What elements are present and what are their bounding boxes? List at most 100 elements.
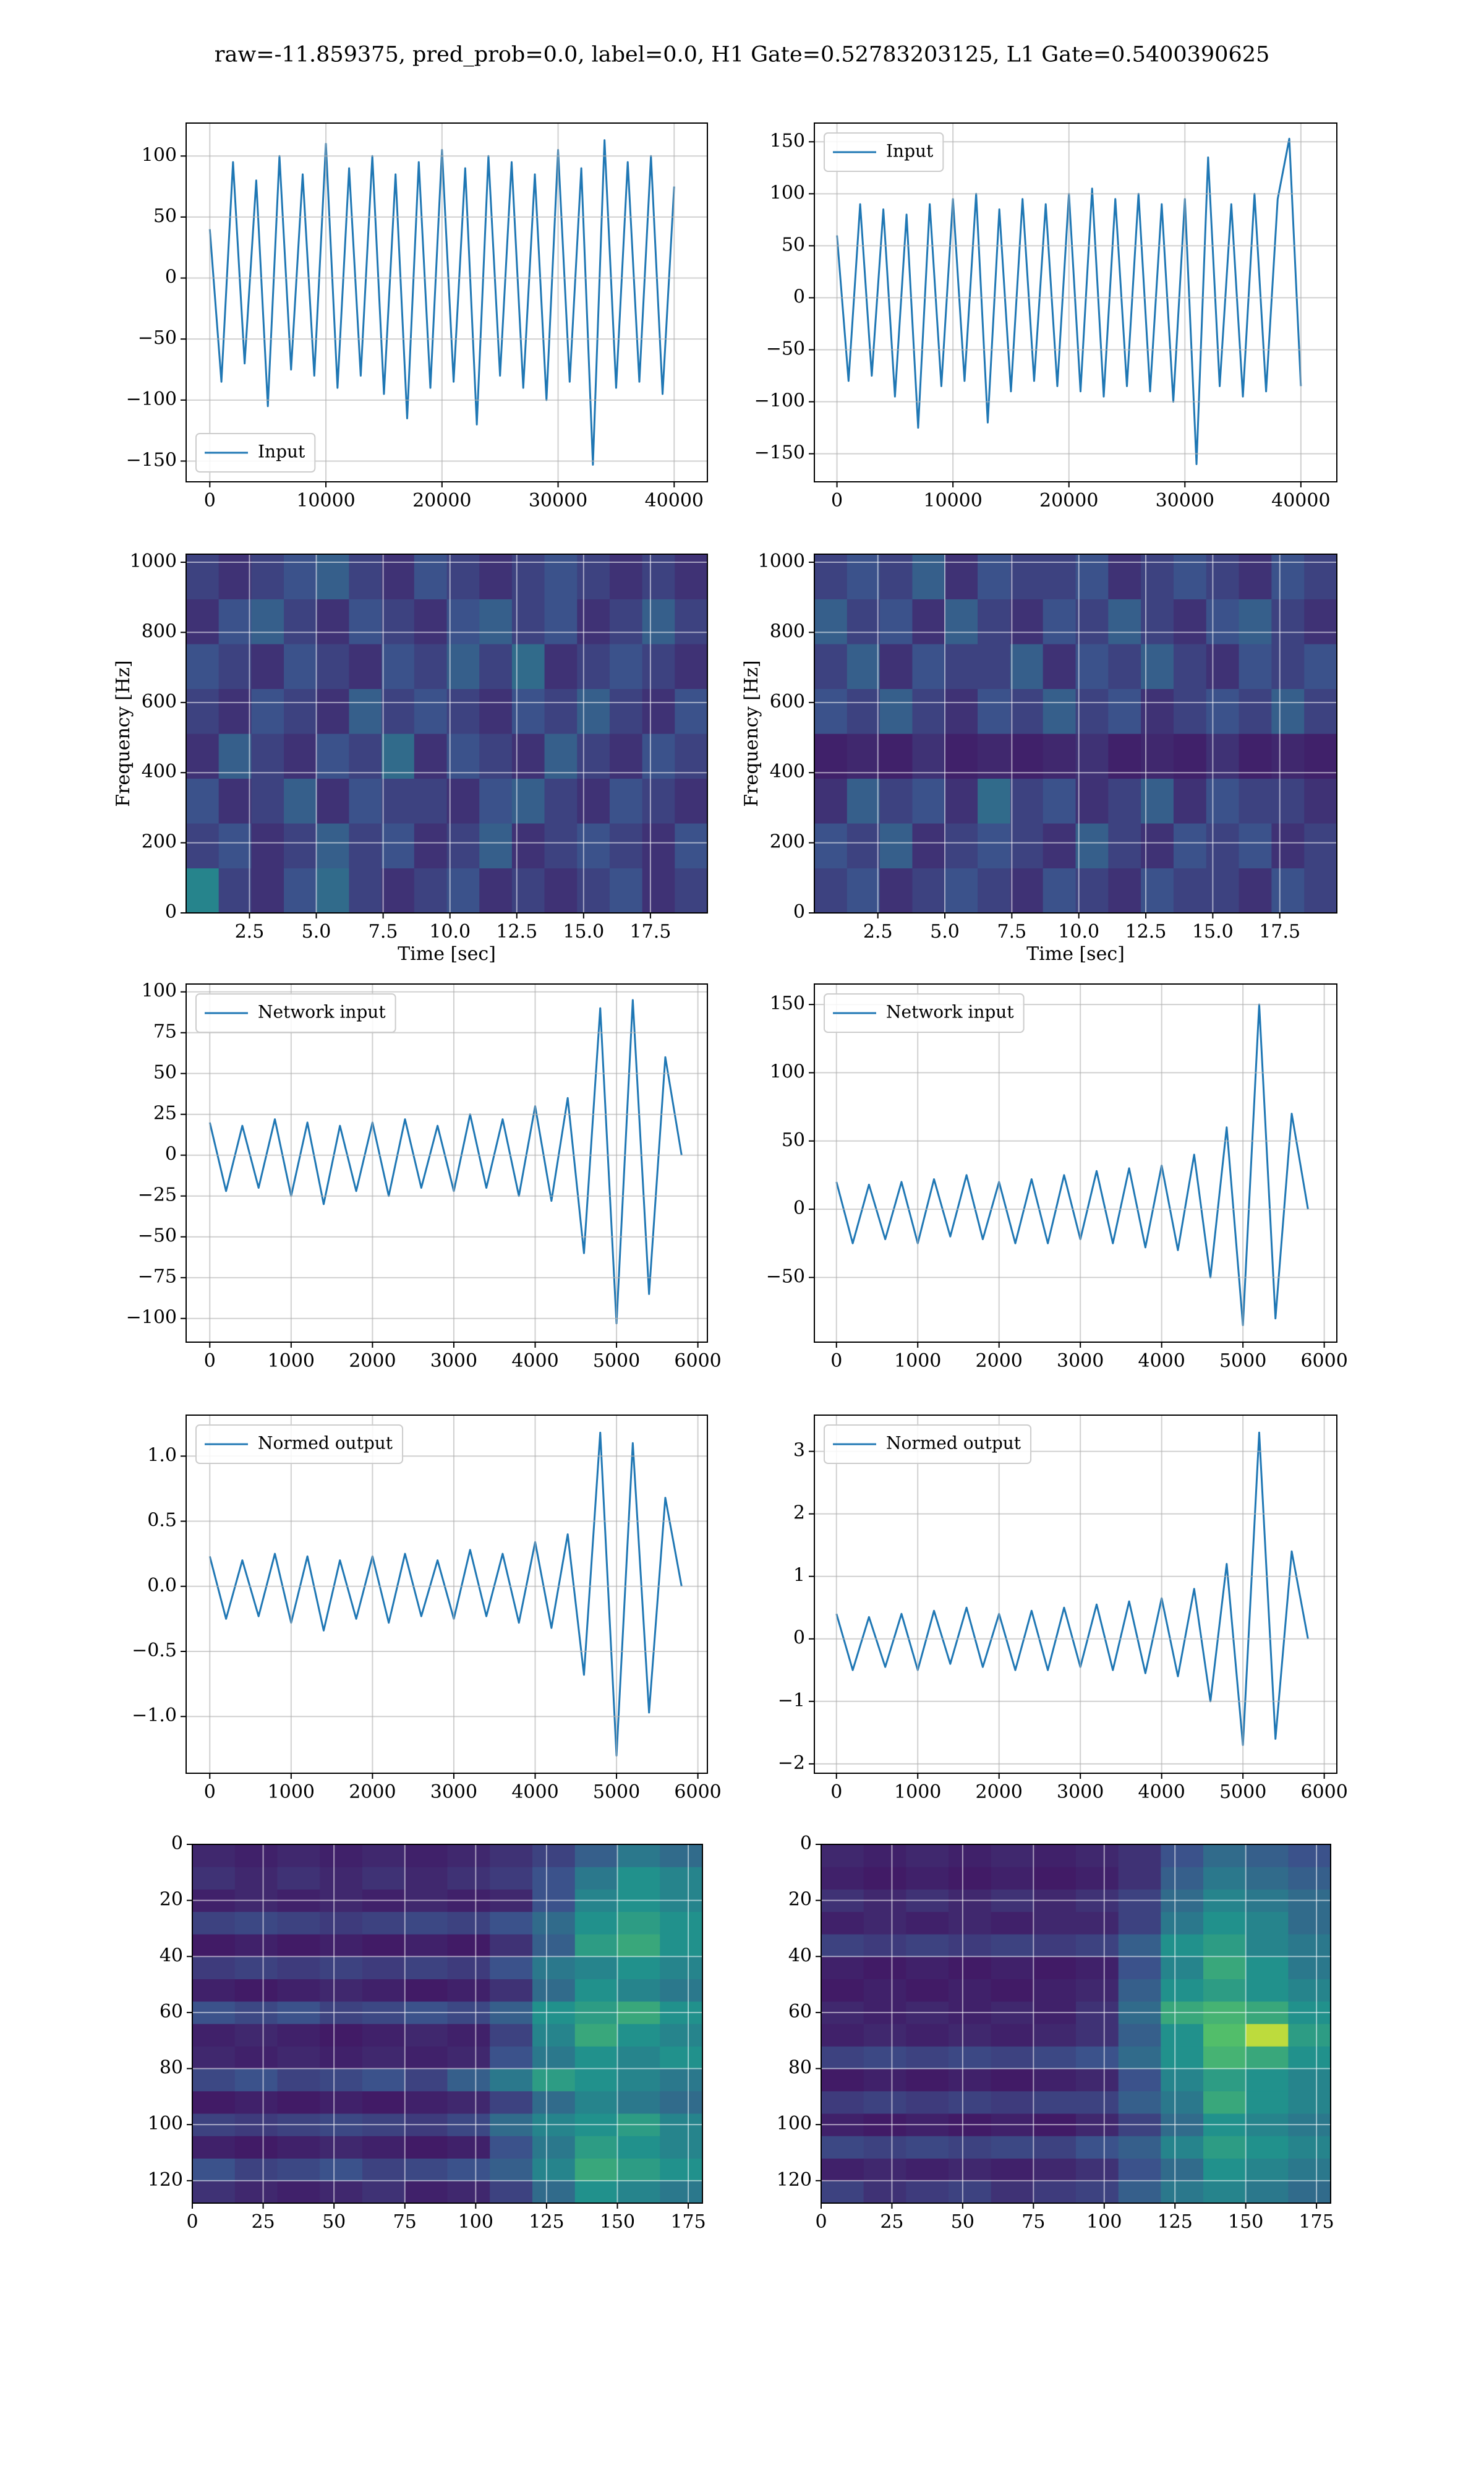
heatmap-cell	[1161, 2091, 1204, 2114]
heatmap-cell	[1118, 2136, 1161, 2159]
heatmap-cell	[1203, 1844, 1247, 1867]
heatmap-cell	[609, 554, 643, 599]
heatmap-cell	[1043, 644, 1076, 689]
x-tick-label: 0	[831, 490, 843, 511]
heatmap-cell	[316, 868, 349, 914]
heatmap-cell	[447, 1934, 490, 1957]
heatmap-cell	[863, 2024, 906, 2047]
heatmap-cell	[1203, 2024, 1247, 2047]
y-tick-label: 150	[770, 993, 805, 1014]
heatmap-cell	[577, 644, 610, 689]
heatmap-cell	[362, 1934, 406, 1957]
y-tick-label: −100	[126, 1307, 177, 1329]
heatmap-cell	[1206, 554, 1240, 599]
heatmap-cell	[192, 1844, 236, 1867]
heatmap-cell	[660, 2136, 703, 2159]
heatmap-cell	[1245, 1956, 1289, 1979]
heatmap-cell	[1271, 554, 1305, 599]
heatmap-cell	[1288, 1911, 1331, 1935]
heatmap-cell	[490, 2158, 533, 2181]
heatmap-cell	[660, 2158, 703, 2181]
heatmap-cell	[991, 2068, 1034, 2092]
heatmap-cell	[1304, 868, 1337, 914]
heatmap-cell	[991, 1867, 1034, 1890]
heatmap-cell	[284, 868, 317, 914]
heatmap-cell	[675, 644, 708, 689]
heatmap-cell	[879, 734, 913, 779]
heatmap-cell	[846, 734, 881, 779]
axes-frame	[186, 1415, 708, 1774]
y-tick-label: 0	[800, 1833, 812, 1854]
heatmap-cell	[821, 1956, 864, 1979]
heatmap-cell	[362, 2136, 406, 2159]
heatmap-cell	[609, 734, 643, 779]
heatmap-cell	[349, 778, 382, 824]
heatmap-cell	[251, 734, 284, 779]
plot-area	[814, 1415, 1337, 1773]
heatmap-cell	[447, 2091, 490, 2114]
heatmap-cell	[277, 2136, 320, 2159]
heatmap-cell	[846, 823, 881, 868]
heatmap-cell	[978, 868, 1011, 914]
heatmap-cell	[544, 734, 578, 779]
heatmap-cell	[1161, 1911, 1204, 1935]
heatmap-cell	[1161, 2136, 1204, 2159]
heatmap-cell	[821, 2024, 864, 2047]
x-tick-label: 50	[322, 2211, 346, 2233]
heatmap-cell	[284, 734, 317, 779]
heatmap-cell	[1033, 2180, 1077, 2204]
x-tick-label: 15.0	[1192, 921, 1234, 943]
heatmap-cell	[991, 1844, 1034, 1867]
heatmap-cell	[532, 1934, 576, 1957]
heatmap-cell	[609, 823, 643, 868]
heatmap-cell	[660, 1979, 703, 2002]
heatmap-cell	[1304, 644, 1337, 689]
heatmap-cell	[447, 1911, 490, 1935]
heatmap-cell	[675, 868, 708, 914]
x-axis-label: Time [sec]	[398, 943, 496, 965]
heatmap-cell	[991, 2091, 1034, 2114]
heatmap-cell	[414, 868, 447, 914]
heatmap-cell	[316, 599, 349, 644]
x-tick-label: 25	[880, 2211, 903, 2233]
heatmap-cell	[1173, 644, 1207, 689]
heatmap-cell	[863, 1956, 906, 1979]
heatmap-cell	[617, 2091, 660, 2114]
x-tick-label: 17.5	[1259, 921, 1300, 943]
heatmap-cell	[1010, 778, 1044, 824]
heatmap-cell	[1118, 1979, 1161, 2002]
signal-line	[208, 1431, 683, 1757]
heatmap-cell	[234, 1911, 278, 1935]
heatmap-cell	[218, 868, 252, 914]
heatmap-cell	[978, 734, 1011, 779]
x-tick-label: 10000	[296, 490, 355, 511]
x-tick-label: 12.5	[1125, 921, 1167, 943]
heatmap-cell	[1043, 868, 1076, 914]
heatmap-cell	[846, 599, 881, 644]
heatmap-cell	[414, 554, 447, 599]
heatmap-cell	[617, 2046, 660, 2069]
heatmap-cell	[1203, 2068, 1247, 2092]
heatmap-cell	[490, 2091, 533, 2114]
heatmap-cell	[251, 823, 284, 868]
y-tick-label: 1000	[130, 550, 177, 572]
x-tick-label: 4000	[511, 1350, 558, 1372]
heatmap-cell	[1245, 2091, 1289, 2114]
heatmap-cell	[362, 2091, 406, 2114]
y-tick-label: 1	[793, 1565, 805, 1586]
heatmap-cell	[446, 554, 480, 599]
heatmap-cell	[490, 1867, 533, 1890]
y-tick-label: 100	[770, 182, 805, 203]
legend-label: Input	[886, 141, 934, 161]
heatmap-cell	[192, 2068, 236, 2092]
heatmap-cell	[404, 1979, 448, 2002]
heatmap-cell	[1173, 554, 1207, 599]
heatmap-cell	[1245, 1844, 1289, 1867]
heatmap-cell	[192, 2091, 236, 2114]
heatmap-cell	[192, 1911, 236, 1935]
y-tick-label: −100	[754, 390, 805, 412]
heatmap-cell	[447, 2136, 490, 2159]
y-axis-label: Frequency [Hz]	[741, 660, 762, 807]
heatmap-cell	[1076, 1979, 1119, 2002]
